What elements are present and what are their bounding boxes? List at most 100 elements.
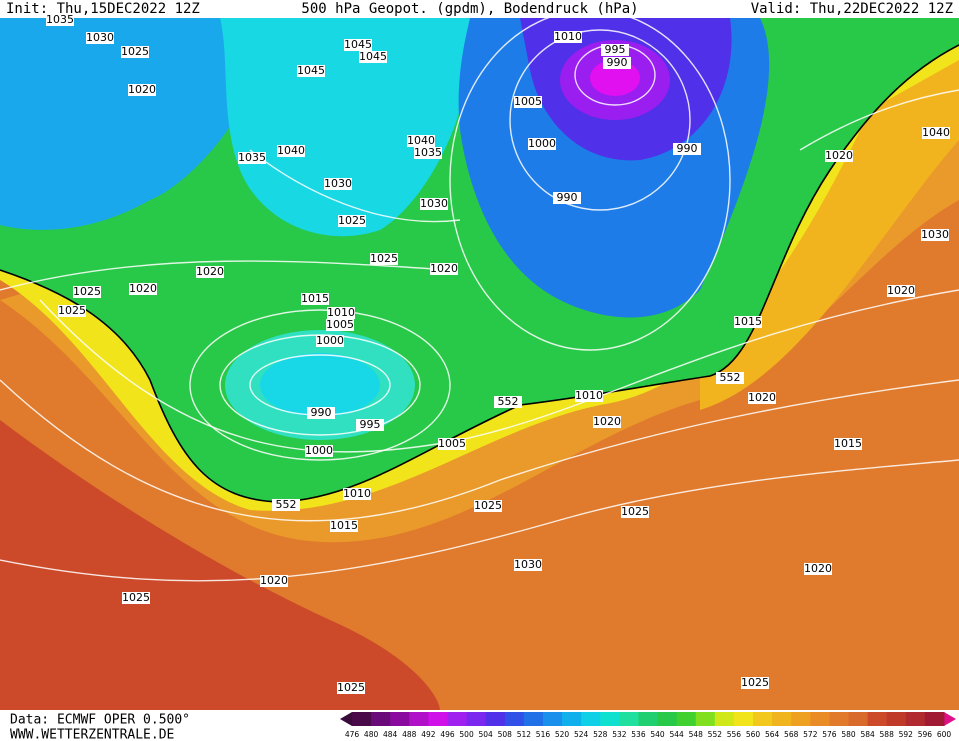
isobar-label: 1000	[528, 137, 556, 150]
colorbar-swatch	[619, 712, 639, 726]
isobar-label: 1030	[514, 558, 542, 571]
isobar-label: 1020	[748, 391, 776, 404]
isobar-label: 1020	[430, 262, 458, 275]
label-box	[370, 253, 398, 265]
isobar-label: 1020	[593, 415, 621, 428]
isobar-label: 1035	[46, 13, 74, 26]
colorbar-label: 516	[536, 730, 551, 739]
label-box	[297, 65, 325, 77]
isobar-label: 1005	[326, 318, 354, 331]
colorbar: 476 480 484 488 492 496 500 504 508 512 516 520 524 5…	[340, 712, 956, 739]
isobar-label: 1025	[58, 304, 86, 317]
isobar-label: 1020	[804, 562, 832, 575]
isobar-label: 1020	[196, 265, 224, 278]
colorbar-swatch	[562, 712, 582, 726]
colorbar-swatch	[753, 712, 773, 726]
colorbar-swatch	[485, 712, 506, 726]
label-box	[673, 143, 701, 155]
colorbar-label: 524	[574, 730, 589, 739]
label-box	[338, 215, 366, 227]
label-box	[327, 307, 355, 319]
colorbar-label: 488	[402, 730, 417, 739]
colorbar-swatch	[867, 712, 888, 726]
isobar-label: 1035	[414, 146, 442, 159]
label-box	[343, 488, 371, 500]
colorbar-swatch	[638, 712, 659, 726]
colorbar-label: 476	[345, 730, 360, 739]
init-time: Init: Thu,15DEC2022 12Z	[6, 1, 200, 17]
colorbar-swatch	[924, 712, 945, 726]
isobar-label: 1030	[921, 228, 949, 241]
isobar-label: 552	[276, 498, 297, 511]
colorbar-swatch	[428, 712, 448, 726]
label-box	[825, 150, 853, 162]
isobar-label: 1015	[834, 437, 862, 450]
colorbar-label: 572	[803, 730, 818, 739]
label-box	[121, 46, 149, 58]
colorbar-arrow-right	[944, 712, 956, 726]
isobar-label: 552	[720, 371, 741, 384]
colorbar-label: 508	[498, 730, 513, 739]
isobar-label: 1025	[621, 505, 649, 518]
website: WWW.WETTERZENTRALE.DE	[10, 728, 174, 741]
colorbar-swatch	[714, 712, 735, 726]
label-box	[748, 392, 776, 404]
isobar-label: 1025	[338, 214, 366, 227]
isobar-label: 1045	[297, 64, 325, 77]
isobar-label: 1025	[741, 676, 769, 689]
label-box	[575, 390, 603, 402]
isobar-label: 995	[605, 43, 626, 56]
map-title: 500 hPa Geopot. (gpdm), Bodendruck (hPa)	[301, 1, 638, 17]
colorbar-swatch	[466, 712, 487, 726]
colorbar-label: 548	[689, 730, 704, 739]
colorbar-swatch	[447, 712, 468, 726]
colorbar-label: 500	[459, 730, 474, 739]
colorbar-label: 568	[784, 730, 799, 739]
label-box	[601, 44, 629, 56]
label-box	[272, 499, 300, 511]
colorbar-label: 584	[860, 730, 875, 739]
isobar-label: 1020	[260, 574, 288, 587]
isobar-label: 1010	[343, 487, 371, 500]
label-box	[324, 178, 352, 190]
colorbar-swatch	[791, 712, 811, 726]
label-box	[330, 520, 358, 532]
colorbar-label: 504	[479, 730, 494, 739]
label-box	[196, 266, 224, 278]
colorbar-swatch	[772, 712, 792, 726]
label-box	[316, 335, 344, 347]
label-box	[73, 286, 101, 298]
isobar-label: 990	[311, 406, 332, 419]
label-box	[921, 229, 949, 241]
colorbar-swatch	[905, 712, 926, 726]
colorbar-label: 556	[727, 730, 742, 739]
footer: Data: ECMWF OPER 0.500° WWW.WETTERZENTRA…	[10, 713, 190, 741]
label-box	[307, 407, 335, 419]
colorbar-swatch	[542, 712, 563, 726]
label-box	[554, 31, 582, 43]
label-box	[305, 445, 333, 457]
isobar-label: 1000	[305, 444, 333, 457]
label-box	[407, 135, 435, 147]
label-box	[122, 592, 150, 604]
colorbar-label: 600	[937, 730, 952, 739]
colorbar-label: 492	[421, 730, 436, 739]
colorbar-swatch	[848, 712, 869, 726]
label-box	[301, 293, 329, 305]
label-box	[344, 39, 372, 51]
label-box	[260, 575, 288, 587]
label-box	[716, 372, 744, 384]
label-box	[603, 57, 631, 69]
label-box	[474, 500, 502, 512]
isobar-label: 1025	[121, 45, 149, 58]
isobar-label: 1020	[128, 83, 156, 96]
colorbar-label: 588	[880, 730, 895, 739]
colorbar-swatch	[695, 712, 716, 726]
data-source: Data: ECMWF OPER 0.500°	[10, 713, 190, 728]
colorbar-swatch	[600, 712, 620, 726]
label-box	[621, 506, 649, 518]
label-box	[553, 192, 581, 204]
isobar-label: 1015	[734, 315, 762, 328]
colorbar-label: 480	[364, 730, 379, 739]
label-box	[804, 563, 832, 575]
